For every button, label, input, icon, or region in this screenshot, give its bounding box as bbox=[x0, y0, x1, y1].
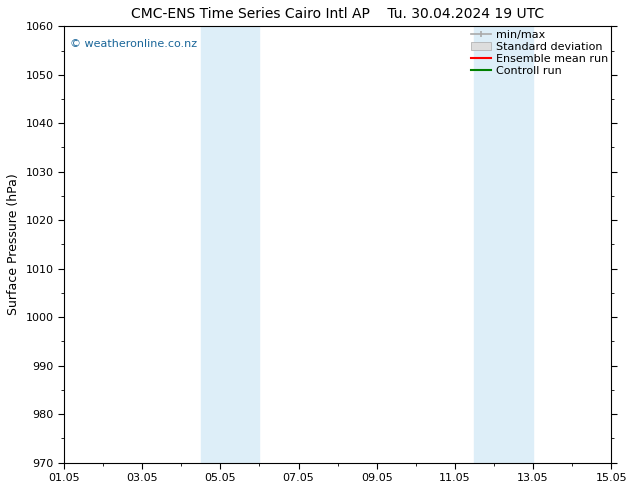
Bar bbox=[474, 26, 533, 463]
Title: CMC-ENS Time Series Cairo Intl AP    Tu. 30.04.2024 19 UTC: CMC-ENS Time Series Cairo Intl AP Tu. 30… bbox=[131, 7, 544, 21]
Text: © weatheronline.co.nz: © weatheronline.co.nz bbox=[70, 39, 197, 49]
Bar bbox=[201, 26, 259, 463]
Legend: min/max, Standard deviation, Ensemble mean run, Controll run: min/max, Standard deviation, Ensemble me… bbox=[471, 29, 608, 76]
Y-axis label: Surface Pressure (hPa): Surface Pressure (hPa) bbox=[7, 173, 20, 316]
